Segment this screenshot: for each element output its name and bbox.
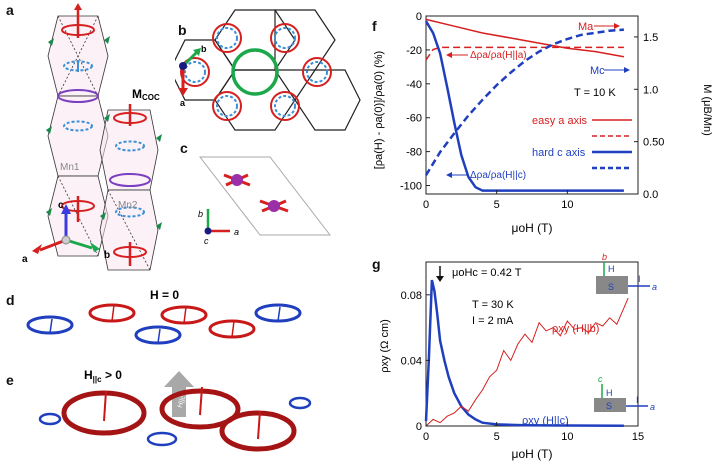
g-annot-hc: μoHc = 0.42 T [452, 267, 522, 279]
axis-b: b [104, 250, 110, 261]
f-ytick-label: -60 [406, 113, 422, 125]
g-inset-top: b H S I a [596, 252, 657, 294]
g-annot-rho-c: ρxy (H||c) [522, 415, 569, 427]
g-ytick-label: 0 [416, 421, 422, 433]
chart-g: 0 5 10 15 0 0.04 0.08 ρxy (Ω cm) μoH (T) μoHc … [379, 252, 657, 461]
c-axis-b: b [198, 209, 203, 219]
g-ytick-label: 0.04 [401, 355, 422, 367]
svg-text:I: I [636, 395, 639, 405]
f-ytick-label: -100 [400, 181, 422, 193]
panel-letter-c: c [180, 140, 188, 156]
f-ylabel-right: M (μB/Mn) [701, 84, 713, 136]
svg-text:S: S [608, 282, 614, 292]
svg-text:H: H [606, 388, 613, 398]
axis-c: c [58, 200, 64, 211]
svg-text:H: H [608, 264, 615, 274]
f-annot-rho-a: Δρa/ρa(H||a) [470, 50, 527, 61]
svg-text:I: I [638, 274, 641, 284]
mn2-label: Mn2 [118, 200, 138, 211]
svg-text:c: c [598, 374, 603, 384]
g-xtick-label: 10 [561, 431, 573, 443]
panel-b-honeycomb: b a [175, 9, 361, 131]
panel-a-crystal: MCOC Mn1 Mn2 c a b [22, 3, 162, 271]
f-xtick-label: 10 [561, 199, 573, 211]
g-series-0 [424, 279, 624, 427]
f-legend-hard: hard c axis [532, 147, 586, 159]
panel-letter-g: g [372, 256, 381, 272]
f-ytick-label: 0 [416, 11, 422, 23]
f-ytick-label: -80 [406, 147, 422, 159]
axis-a: a [22, 254, 28, 265]
g-xlabel: μoH (T) [512, 447, 553, 461]
f-ytick-right-label: 1.5 [643, 32, 658, 44]
mn1-label: Mn1 [60, 162, 80, 173]
g-ylabel: ρxy (Ω cm) [379, 319, 391, 373]
c-axis-a: a [234, 227, 239, 237]
f-ytick-label: -40 [406, 79, 422, 91]
panel-d-loops: H = 0 [26, 288, 302, 345]
f-series-1 [425, 46, 624, 61]
panel-letter-e: e [6, 372, 14, 388]
f-ytick-right-label: 1.0 [643, 84, 658, 96]
svg-text:S: S [606, 401, 612, 411]
f-ytick-label: -20 [406, 45, 422, 57]
f-series-3 [424, 28, 624, 176]
f-xtick-label: 5 [494, 199, 500, 211]
f-xlabel: μoH (T) [512, 221, 553, 235]
panel-letter-a: a [6, 2, 14, 18]
panel-letter-b: b [178, 22, 187, 38]
g-xtick-label: 0 [423, 431, 429, 443]
panel-letter-f: f [372, 18, 377, 34]
g-annot-rho-b: ρxy (H||b) [552, 323, 599, 335]
chart-f-frame [425, 15, 639, 195]
panel-e-loops: H||c > 0 H||c [38, 368, 312, 452]
chart-f: 0 5 10 0 -20 -40 -60 -80 -100 0.0 0.50 1.0 1.5 [ρa(H… [373, 11, 713, 235]
d-label: H = 0 [150, 288, 179, 302]
g-inset-bottom: c H S I a [594, 374, 655, 412]
panel-letter-d: d [6, 292, 15, 308]
f-ytick-right-label: 0.0 [643, 189, 658, 201]
panel-c-cell: b a c [198, 156, 332, 245]
f-legend-easy: easy a axis [532, 115, 588, 127]
g-ytick-label: 0.08 [401, 290, 422, 302]
moment-label: MCOC [132, 87, 160, 102]
f-temperature: T = 10 K [574, 87, 616, 99]
b-axis-a: a [180, 98, 186, 108]
e-arrow-text: H||c [177, 394, 188, 408]
f-annot-Mc: Mc [590, 65, 605, 77]
f-annot-Ma: Ma [578, 21, 594, 33]
f-annot-rho-c: Δρa/ρa(H||c) [470, 170, 526, 181]
e-label: H||c > 0 [84, 368, 122, 384]
c-axis-c: c [204, 236, 209, 245]
f-series-2 [424, 20, 624, 192]
svg-text:a: a [652, 282, 657, 292]
f-xtick-label: 0 [423, 199, 429, 211]
g-xtick-label: 5 [494, 431, 500, 443]
g-series-1 [425, 297, 629, 427]
b-axis-b: b [201, 44, 207, 54]
g-xtick-label: 15 [632, 431, 644, 443]
f-ytick-right-label: 0.50 [643, 137, 664, 149]
g-cond-I: I = 2 mA [472, 315, 514, 327]
f-ylabel-left: [ρa(H) - ρa(0)]/ρa(0) (%) [373, 51, 385, 169]
svg-text:a: a [650, 402, 655, 412]
g-cond-T: T = 30 K [472, 299, 514, 311]
f-series-0 [425, 18, 625, 58]
svg-text:b: b [602, 252, 607, 262]
